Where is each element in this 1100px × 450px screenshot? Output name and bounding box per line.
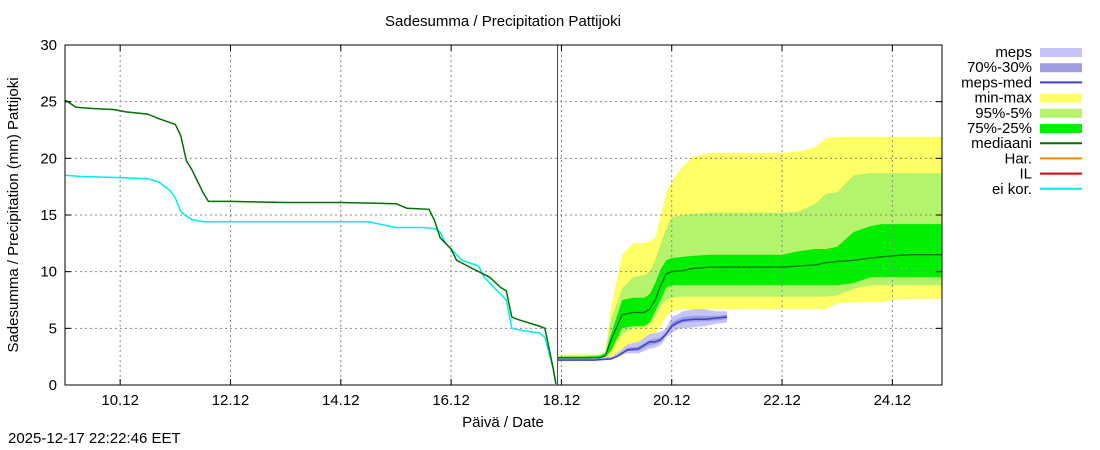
chart-title: Sadesumma / Precipitation Pattijoki [385,13,621,30]
mediaani-history-line [65,99,557,385]
x-axis-ticks: 10.12 12.12 14.12 16.12 18.12 20.12 22.12 24.12 [101,45,911,409]
p75-25-band [557,224,942,359]
y-tick-label: 25 [40,94,57,111]
x-tick-label: 18.12 [543,392,581,409]
ei-kor-line [65,174,557,385]
legend-label-meps_med: meps-med [961,74,1032,91]
y-tick-label: 30 [40,37,57,54]
timestamp: 2025-12-17 22:22:46 EET [8,430,181,447]
meps-med-line [557,316,727,361]
legend-swatch-min_max [1040,93,1082,103]
y-axis-ticks: 0 5 10 15 20 25 30 [40,37,942,394]
x-tick-label: 22.12 [763,392,801,409]
x-tick-label: 12.12 [212,392,250,409]
legend-label-ei_kor: ei kor. [992,181,1032,198]
legend-label-il: IL [1019,166,1032,183]
legend-label-p75_25: 75%-25% [967,120,1032,137]
x-tick-label: 10.12 [101,392,139,409]
y-tick-label: 20 [40,150,57,167]
mediaani-forecast-line [557,254,942,359]
y-tick-label: 10 [40,264,57,281]
legend-label-p95_5: 95%-5% [975,105,1032,122]
legend-label-mediaani: mediaani [971,135,1032,152]
x-tick-label: 14.12 [322,392,360,409]
legend-swatch-p75_25 [1040,124,1082,133]
gridlines [65,45,942,385]
y-tick-label: 0 [49,377,57,394]
legend-label-meps: meps [995,44,1032,61]
legend-swatch-p95_5 [1040,108,1082,118]
legend-label-min_max: min-max [974,90,1032,107]
legend-swatch-meps [1040,48,1082,57]
y-tick-label: 15 [40,207,57,224]
legend-label-har: Har. [1004,150,1032,167]
x-tick-label: 24.12 [874,392,912,409]
legend-label-meps_70_30: 70%-30% [967,59,1032,76]
y-tick-label: 5 [49,320,57,337]
forecast-bands [557,136,942,361]
x-tick-label: 16.12 [432,392,470,409]
x-axis-label: Päivä / Date [462,414,544,431]
legend-swatch-meps_70_30 [1040,63,1082,73]
series-lines [65,45,942,385]
x-tick-label: 20.12 [653,392,691,409]
legend: meps70%-30%meps-medmin-max95%-5%75%-25%m… [961,44,1082,198]
y-axis-label: Sadesumma / Precipitation (mm) Pattijoki [5,77,22,352]
